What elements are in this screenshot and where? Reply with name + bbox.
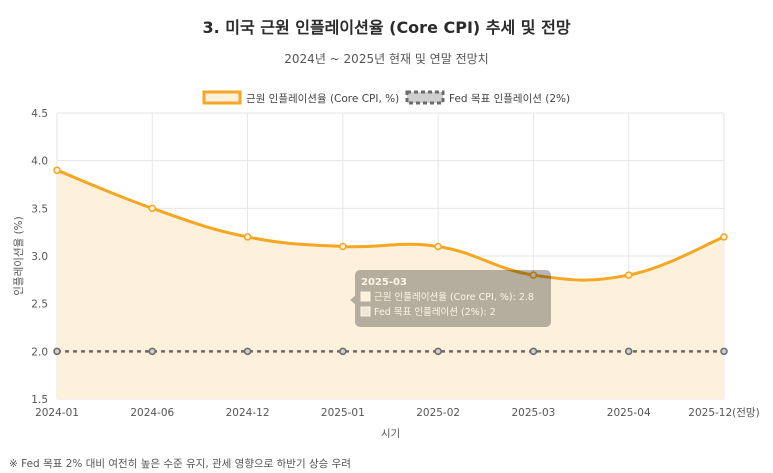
- tooltip-title: 2025-03: [361, 277, 407, 288]
- core-cpi-point[interactable]: [529, 271, 538, 279]
- fed-target-point[interactable]: [624, 347, 633, 356]
- core-cpi-point[interactable]: [624, 271, 633, 279]
- legend[interactable]: 근원 인플레이션율 (Core CPI, %) Fed 목표 인플레이션 (2%): [202, 90, 570, 105]
- legend-swatch-fed-target: [405, 90, 445, 105]
- tooltip-swatch: [360, 306, 371, 317]
- core-cpi-line: [56, 168, 725, 282]
- series-lines: [56, 168, 725, 353]
- core-cpi-area: [57, 170, 724, 399]
- core-cpi-point[interactable]: [243, 233, 252, 241]
- area-fill: [57, 170, 724, 399]
- tooltip-caret: [350, 296, 355, 304]
- y-tick-label: 2.0: [31, 346, 48, 358]
- fed-target-point[interactable]: [53, 347, 61, 356]
- fed-target-point[interactable]: [148, 347, 157, 356]
- chart-title: 3. 미국 근원 인플레이션율 (Core CPI) 추세 및 전망: [202, 18, 571, 37]
- fed-target-point[interactable]: [529, 347, 538, 356]
- x-tick-label: 2024-01: [35, 407, 79, 419]
- x-tick-label: 2025-02: [416, 407, 460, 419]
- fed-target-point[interactable]: [243, 347, 252, 356]
- y-tick-label: 4.0: [31, 156, 48, 168]
- tooltip-box: [355, 270, 551, 327]
- fed-target-point[interactable]: [720, 347, 728, 356]
- x-tick-label: 2025-03: [511, 407, 555, 419]
- x-tick-label: 2024-12: [226, 407, 270, 419]
- core-cpi-point[interactable]: [148, 204, 157, 213]
- y-tick-label: 2.5: [31, 299, 48, 311]
- core-cpi-point[interactable]: [339, 242, 347, 251]
- core-cpi-point[interactable]: [720, 233, 728, 241]
- chart-subtitle: 2024년 ~ 2025년 현재 및 연말 전망치: [284, 52, 489, 66]
- x-tick-label: 2024-06: [130, 407, 174, 419]
- x-tick-label: 2025-04: [607, 407, 651, 419]
- tooltip-line: 근원 인플레이션율 (Core CPI, %): 2.8: [374, 292, 534, 303]
- legend-label-fed-target: Fed 목표 인플레이션 (2%): [449, 93, 570, 105]
- axis-ticks: 1.5 2.0 2.5 3.0 3.5 4.0 4.5 2024-01 2024-06 2024-…: [13, 108, 760, 440]
- tooltip-line: Fed 목표 인플레이션 (2%): 2: [374, 307, 496, 318]
- core-cpi-point[interactable]: [434, 242, 442, 251]
- x-tick-label: 2025-12(전망): [688, 407, 759, 419]
- tooltip-swatch: [360, 291, 371, 302]
- x-tick-label: 2025-01: [321, 407, 365, 419]
- tooltip: 2025-03 근원 인플레이션율 (Core CPI, %): 2.8 Fed 목…: [350, 270, 551, 327]
- y-tick-label: 1.5: [31, 394, 48, 406]
- fed-target-point[interactable]: [434, 347, 442, 356]
- y-tick-label: 3.0: [31, 251, 48, 263]
- series-points: [53, 166, 728, 356]
- footnote: ※ Fed 목표 2% 대비 여전히 높은 수준 유지, 관세 영향으로 하반기…: [9, 458, 351, 470]
- x-axis-title: 시기: [381, 428, 400, 440]
- fed-target-point[interactable]: [339, 347, 347, 356]
- y-tick-label: 3.5: [31, 203, 48, 215]
- legend-swatch-core-cpi: [202, 90, 242, 105]
- core-cpi-point[interactable]: [53, 166, 61, 174]
- legend-label-core-cpi: 근원 인플레이션율 (Core CPI, %): [246, 93, 399, 105]
- y-axis-title: 인플레이션율 (%): [13, 216, 25, 295]
- y-tick-label: 4.5: [31, 108, 48, 120]
